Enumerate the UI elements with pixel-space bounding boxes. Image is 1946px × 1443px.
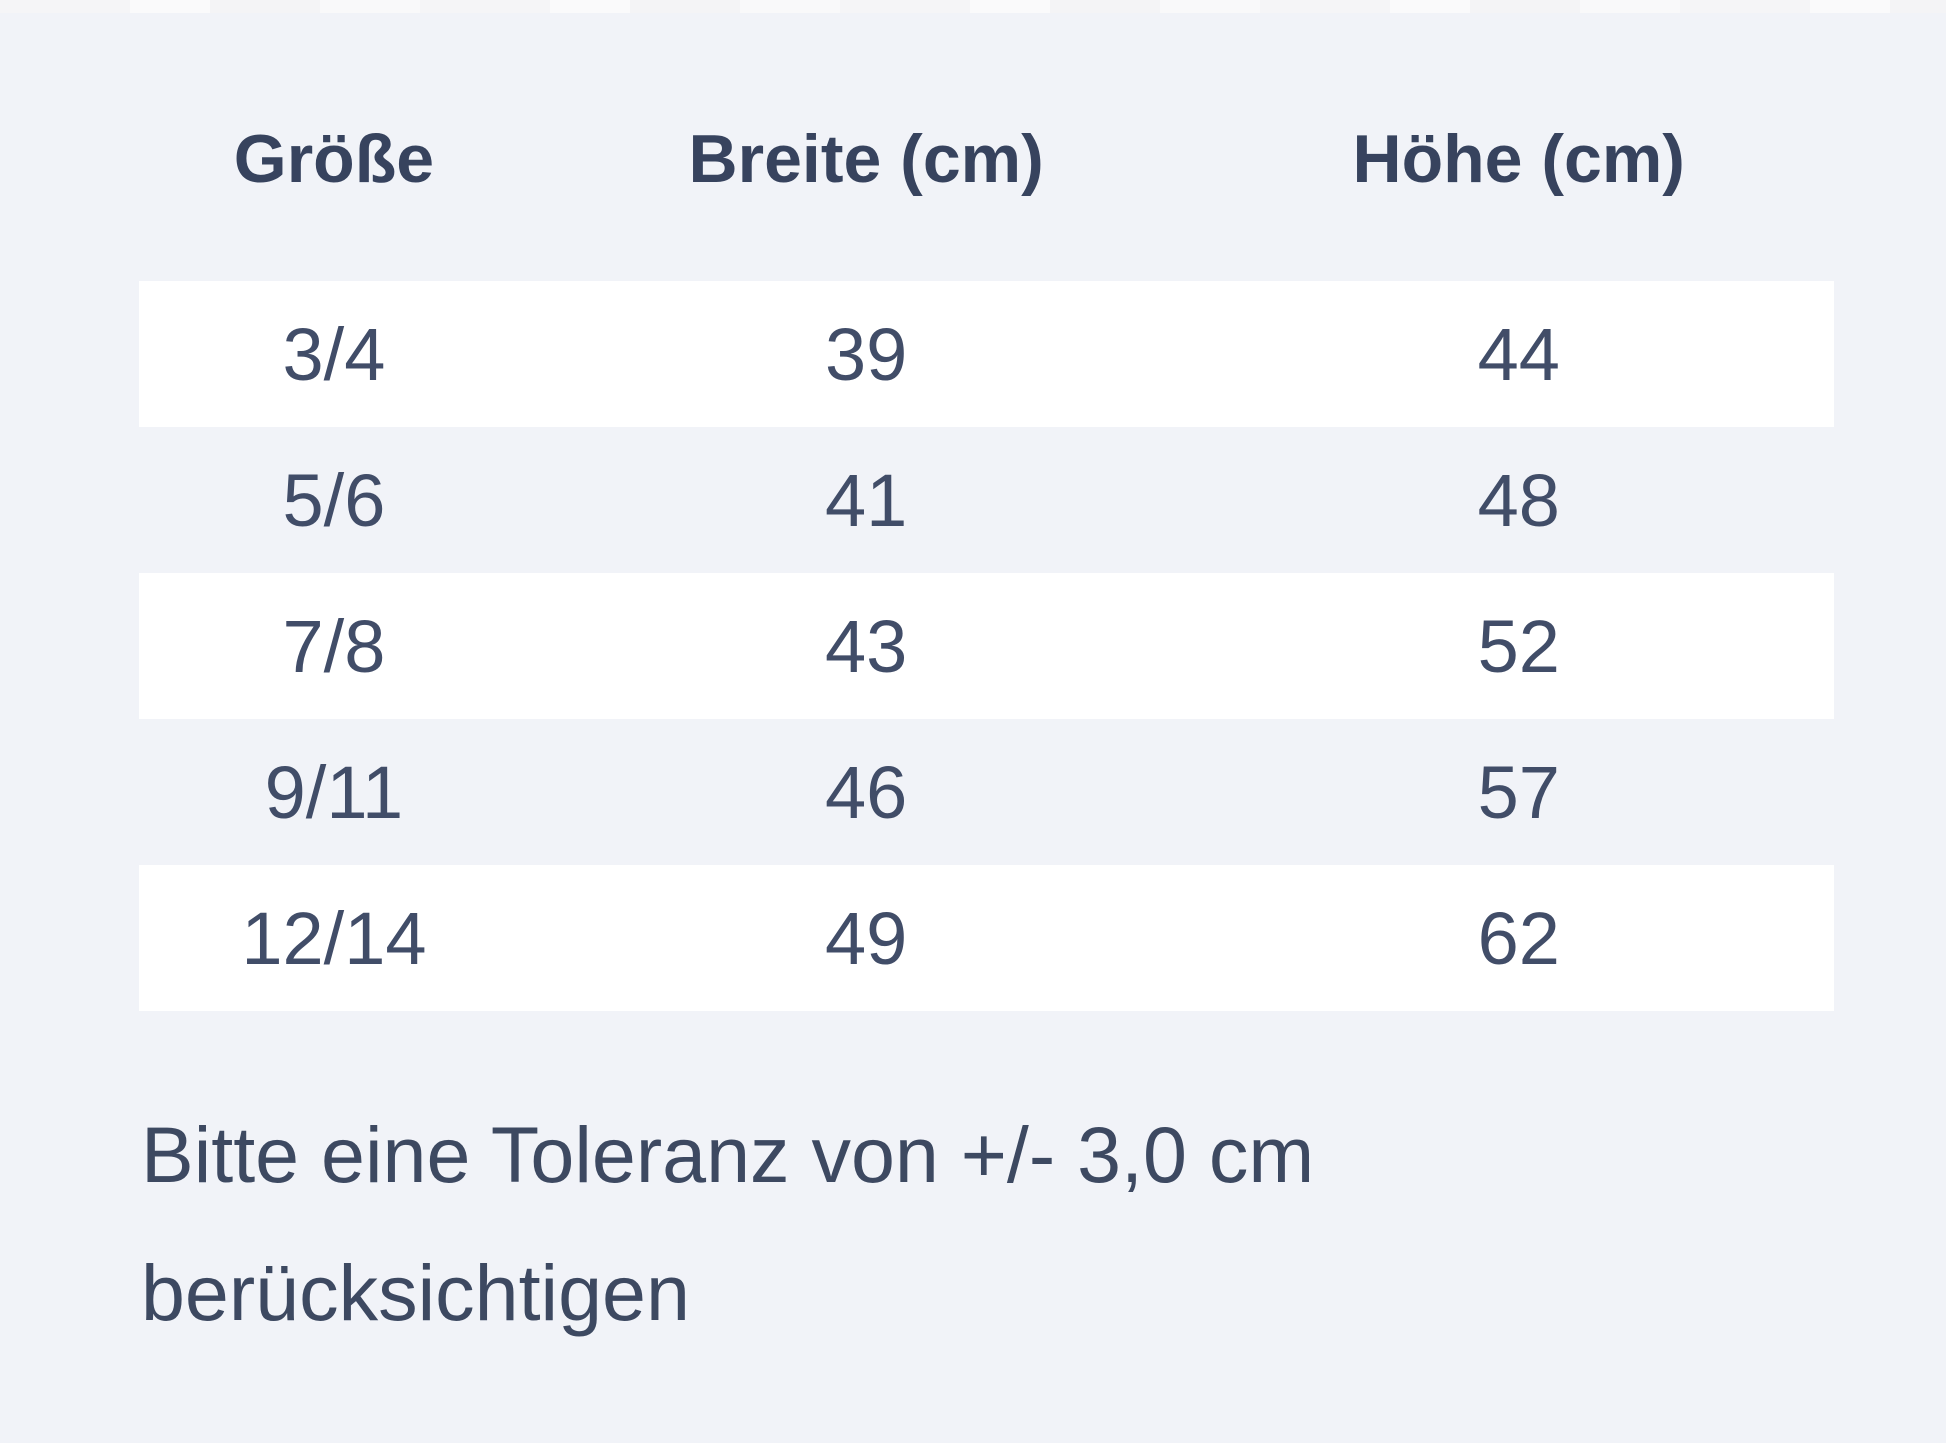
size-table: Größe Breite (cm) Höhe (cm) 3/4 39 44 5/…: [139, 0, 1834, 1011]
cell-groesse: 12/14: [241, 896, 427, 980]
cell-hoehe: 52: [1477, 604, 1560, 688]
cell-breite: 49: [824, 896, 908, 980]
tolerance-note: Bitte eine Toleranz von +/- 3,0 cm berüc…: [141, 1086, 1314, 1362]
cell-groesse: 5/6: [282, 458, 386, 542]
cell-breite: 46: [824, 750, 908, 834]
table-row: 12/14 49 62: [139, 865, 1834, 1011]
table-row: 9/11 46 57: [139, 719, 1834, 865]
table-header-row: Größe Breite (cm) Höhe (cm): [139, 0, 1834, 281]
table-row: 7/8 43 52: [139, 573, 1834, 719]
cell-groesse: 7/8: [282, 604, 386, 688]
cell-breite: 43: [824, 604, 908, 688]
cell-hoehe: 48: [1477, 458, 1560, 542]
cell-groesse: 9/11: [264, 750, 404, 834]
table-row: 3/4 39 44: [139, 281, 1834, 427]
tolerance-note-line-1: Bitte eine Toleranz von +/- 3,0 cm: [141, 1110, 1315, 1199]
cell-groesse: 3/4: [282, 312, 386, 396]
column-header-groesse: Größe: [233, 120, 435, 197]
cell-hoehe: 44: [1477, 312, 1560, 396]
tolerance-note-line-2: berücksichtigen: [141, 1248, 690, 1337]
cell-hoehe: 62: [1477, 896, 1560, 980]
top-edge-strip: [0, 0, 1946, 13]
cell-breite: 39: [824, 312, 908, 396]
column-header-breite: Breite (cm): [688, 120, 1044, 197]
table-row: 5/6 41 48: [139, 427, 1834, 573]
cell-breite: 41: [824, 458, 908, 542]
cell-hoehe: 57: [1477, 750, 1560, 834]
column-header-hoehe: Höhe (cm): [1352, 120, 1685, 197]
